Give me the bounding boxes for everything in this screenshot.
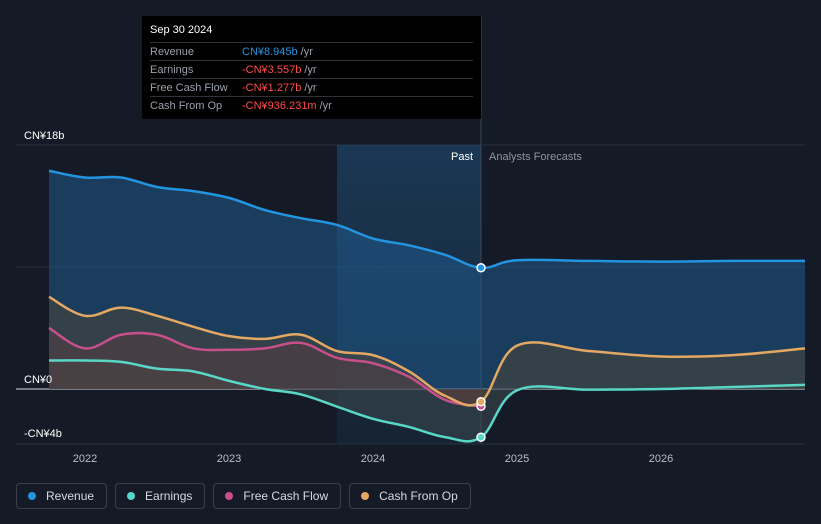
line-cash-from-op — [48, 295, 806, 407]
legend-label: Free Cash Flow — [243, 489, 329, 503]
line-free-cash-flow — [48, 326, 482, 408]
point-earnings — [476, 432, 486, 442]
tooltip-value: CN¥8.945b — [242, 45, 298, 58]
tooltip-row-revenue: Revenue CN¥8.945b /yr — [150, 42, 473, 60]
tooltip-row-earnings: Earnings -CN¥3.557b /yr — [150, 60, 473, 78]
past-label: Past — [451, 151, 473, 163]
x-tick-label: 2026 — [649, 453, 673, 465]
legend-item-earnings[interactable]: Earnings — [115, 483, 206, 509]
hover-tooltip: Sep 30 2024 Revenue CN¥8.945b /yr Earnin… — [142, 16, 481, 119]
point-revenue — [476, 262, 486, 273]
legend-item-cash-from-op[interactable]: Cash From Op — [349, 483, 471, 509]
x-tick-label: 2024 — [361, 453, 385, 465]
tooltip-unit: /yr — [319, 99, 332, 112]
legend-dot-icon — [225, 492, 234, 500]
tooltip-unit: /yr — [304, 81, 317, 94]
y-tick-label: CN¥0 — [24, 374, 52, 386]
point-cash-from-op — [476, 396, 486, 407]
legend-dot-icon — [28, 492, 36, 500]
legend-item-revenue[interactable]: Revenue — [16, 483, 108, 509]
axis-labels: CN¥18b CN¥0 -CN¥4b 2022 2023 2024 2025 2026 Past… — [24, 130, 673, 465]
tooltip-row-free-cash-flow: Free Cash Flow -CN¥1.277b /yr — [150, 78, 473, 96]
area-revenue — [49, 170, 805, 389]
area-earnings — [49, 360, 805, 442]
series-markers — [476, 262, 486, 442]
tooltip-value: -CN¥1.277b — [242, 81, 302, 94]
tooltip-label: Revenue — [150, 45, 195, 58]
legend-label: Revenue — [46, 489, 95, 503]
area-cash-from-op — [49, 296, 805, 406]
forecast-label: Analysts Forecasts — [489, 151, 582, 163]
tooltip-unit: /yr — [300, 45, 313, 58]
chart-legend: Revenue Earnings Free Cash Flow Cash Fro… — [16, 483, 471, 509]
tooltip-value: -CN¥936.231m — [242, 99, 317, 112]
tooltip-label: Free Cash Flow — [150, 81, 228, 94]
tooltip-value: -CN¥3.557b — [242, 63, 302, 76]
legend-label: Earnings — [145, 489, 193, 503]
tooltip-date: Sep 30 2024 — [150, 24, 213, 36]
legend-dot-icon — [361, 492, 370, 500]
tooltip-label: Cash From Op — [150, 99, 223, 112]
y-tick-label: -CN¥4b — [24, 428, 62, 440]
series-areas — [49, 170, 805, 442]
x-tick-label: 2022 — [73, 453, 97, 465]
tooltip-label: Earnings — [150, 63, 194, 76]
legend-dot-icon — [127, 492, 136, 500]
line-earnings — [48, 359, 806, 443]
legend-label: Cash From Op — [379, 489, 458, 503]
legend-item-free-cash-flow[interactable]: Free Cash Flow — [213, 483, 342, 509]
x-tick-label: 2023 — [217, 453, 241, 465]
tooltip-unit: /yr — [304, 63, 317, 76]
line-revenue — [48, 169, 806, 270]
x-tick-label: 2025 — [505, 453, 529, 465]
series-lines — [48, 169, 806, 443]
y-tick-label: CN¥18b — [24, 130, 64, 142]
tooltip-row-cash-from-op: Cash From Op -CN¥936.231m /yr — [150, 96, 473, 114]
